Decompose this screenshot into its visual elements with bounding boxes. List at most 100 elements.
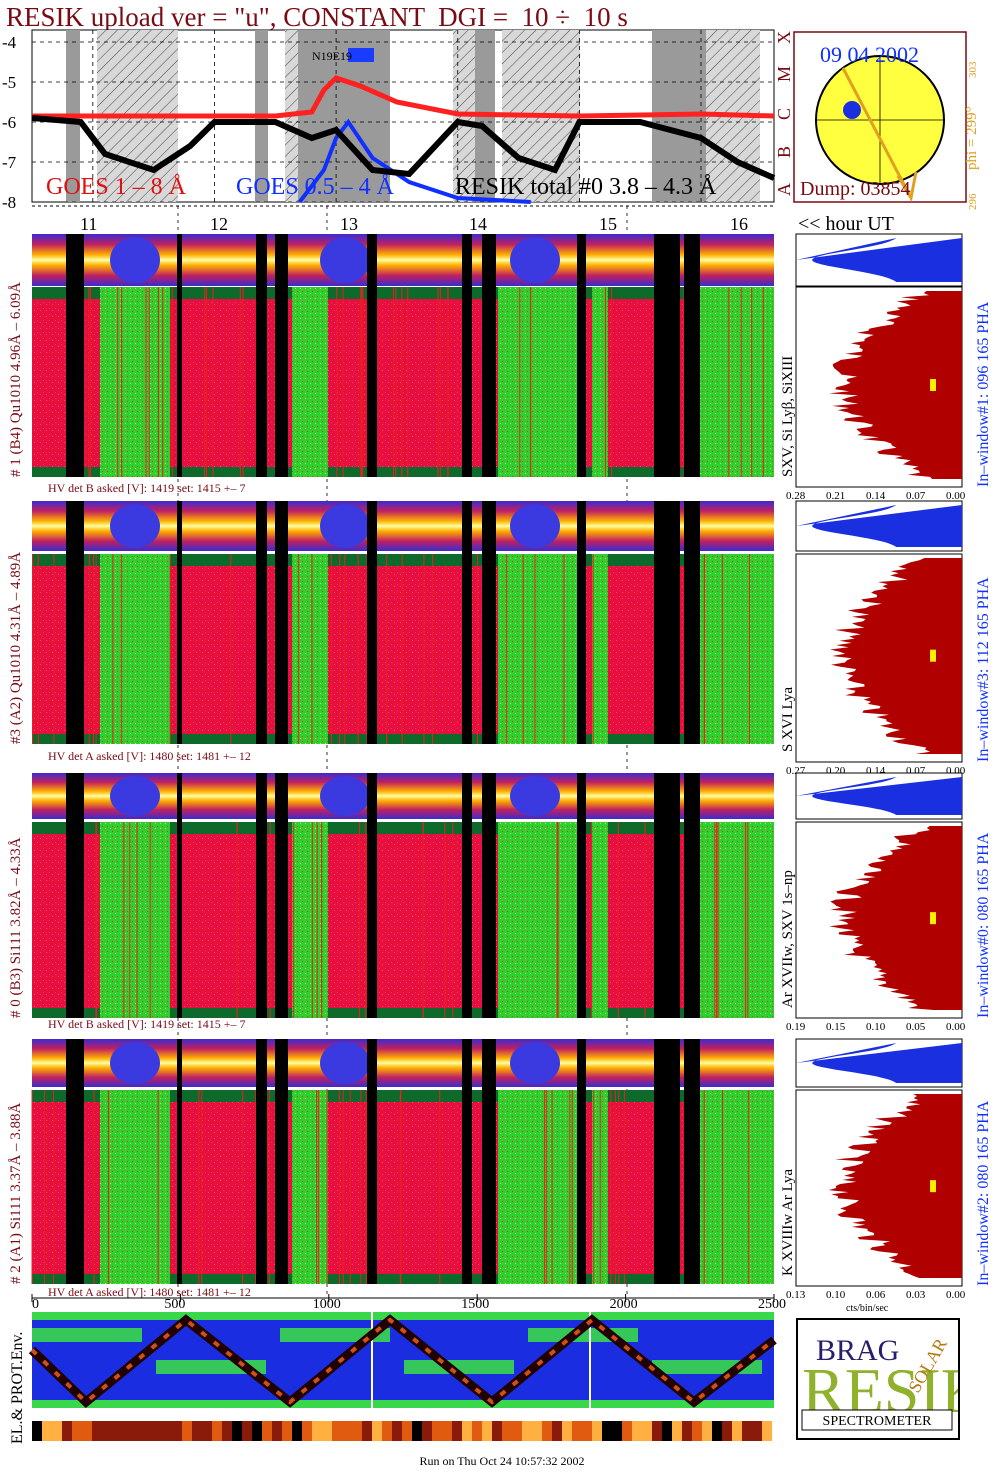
pha-tick-label: 0.00 xyxy=(946,1021,966,1033)
pha-window-marker xyxy=(930,379,936,391)
pha-unit-label: cts/bin/sec xyxy=(846,1303,889,1314)
env-strip-cell xyxy=(132,1421,142,1441)
data-gap-column xyxy=(66,234,84,477)
goes-series-2 xyxy=(31,115,776,181)
data-gap-column xyxy=(654,773,680,1018)
channel-lines-label: S XVI Lya xyxy=(780,687,796,752)
env-strip-cell xyxy=(632,1421,642,1441)
env-strip-cell xyxy=(732,1421,742,1441)
env-strip-cell xyxy=(62,1421,72,1441)
bottom-axis-tick-label: 0 xyxy=(32,1297,39,1312)
data-gap-column xyxy=(256,1039,267,1284)
env-strip-cell xyxy=(252,1421,262,1441)
env-strip-cell xyxy=(652,1421,662,1441)
pha-tick-label: 0.00 xyxy=(946,490,966,502)
data-gap-column xyxy=(482,1039,496,1284)
env-strip-cell xyxy=(742,1421,752,1441)
channel-label: # 2 (A1) Si111 3.37Å – 3.88Å xyxy=(8,1102,24,1284)
env-strip-cell xyxy=(602,1421,612,1441)
env-strip-cell xyxy=(162,1421,172,1441)
band-blue-region xyxy=(110,1042,160,1084)
env-strip-cell xyxy=(442,1421,452,1441)
band-blue-region xyxy=(510,237,560,283)
goes-ytick-label: -5 xyxy=(2,73,16,92)
logo-bottom-text: SPECTROMETER xyxy=(823,1414,933,1429)
data-gap-column xyxy=(462,1039,472,1284)
env-strip-cell xyxy=(642,1421,652,1441)
channel-hv-label: HV det A asked [V]: 1480 set: 1481 +– 12 xyxy=(48,749,251,763)
env-strip-cell xyxy=(682,1421,692,1441)
env-strip-cell xyxy=(322,1421,332,1441)
env-green-band xyxy=(32,1328,142,1342)
env-strip-cell xyxy=(352,1421,362,1441)
data-gap-column xyxy=(177,773,182,1018)
legend-goes-1-8: GOES 1 – 8 Å xyxy=(46,174,187,200)
env-strip-cell xyxy=(672,1421,682,1441)
goes-class-label: A xyxy=(774,183,794,196)
data-gap-column xyxy=(367,1039,377,1284)
spectrogram-green-column xyxy=(498,822,577,1018)
env-strip-cell xyxy=(432,1421,442,1441)
env-strip-cell xyxy=(222,1421,232,1441)
env-strip-cell xyxy=(92,1421,102,1441)
spectrogram-green-column xyxy=(100,822,170,1018)
env-strip-cell xyxy=(272,1421,282,1441)
env-strip-cell xyxy=(232,1421,242,1441)
spectrogram-green-column xyxy=(292,287,328,477)
env-strip-cell xyxy=(362,1421,372,1441)
spectrogram-green-column xyxy=(592,822,608,1018)
data-gap-column xyxy=(462,234,472,477)
env-strip-cell xyxy=(382,1421,392,1441)
logo-top-letters: BRAG xyxy=(816,1334,899,1367)
hour-tick-label: 12 xyxy=(210,214,228,234)
pha-tick-label: 0.21 xyxy=(826,490,845,502)
env-strip-cell xyxy=(32,1421,42,1441)
data-gap-column xyxy=(256,501,267,744)
flare-label: N19E19 xyxy=(312,49,352,63)
goes-class-label: C xyxy=(774,108,794,120)
env-label: EL.& PROT.Env. xyxy=(9,1332,26,1444)
env-strip-cell xyxy=(752,1421,762,1441)
channel-window-label: In–window#0: 080 165 PHA xyxy=(975,832,992,1018)
env-strip-cell xyxy=(122,1421,132,1441)
pha-histogram xyxy=(830,558,962,754)
env-strip-cell xyxy=(342,1421,352,1441)
data-gap-column xyxy=(577,501,586,744)
sun-phi-label: phi = 299° xyxy=(964,106,980,170)
data-gap-column xyxy=(482,773,496,1018)
env-strip-cell xyxy=(312,1421,322,1441)
env-strip-cell xyxy=(242,1421,252,1441)
data-gap-column xyxy=(177,501,182,744)
data-gap-column xyxy=(66,1039,84,1284)
spectrogram-green-column xyxy=(700,287,774,477)
env-strip-cell xyxy=(422,1421,432,1441)
env-strip-cell xyxy=(412,1421,422,1441)
env-strip-cell xyxy=(82,1421,92,1441)
env-strip-cell xyxy=(502,1421,512,1441)
env-strip-cell xyxy=(72,1421,82,1441)
env-strip-cell xyxy=(572,1421,582,1441)
env-strip-cell xyxy=(562,1421,572,1441)
env-strip-cell xyxy=(552,1421,562,1441)
sun-dump: Dump: 03854 xyxy=(800,178,911,200)
env-strip-cell xyxy=(192,1421,202,1441)
data-gap-column xyxy=(462,773,472,1018)
data-gap-column xyxy=(367,501,377,744)
spectrogram-green-column xyxy=(292,1090,328,1284)
hour-tick-label: 13 xyxy=(340,214,358,234)
data-gap-column xyxy=(654,1039,680,1284)
pha-tick-label: 0.19 xyxy=(786,1021,806,1033)
page-title: RESIK upload ver = "u", CONSTANT DGI = 1… xyxy=(6,2,628,32)
env-strip-cell xyxy=(472,1421,482,1441)
env-strip-cell xyxy=(142,1421,152,1441)
data-gap-column xyxy=(577,1039,586,1284)
env-strip-cell xyxy=(182,1421,192,1441)
env-strip-cell xyxy=(522,1421,532,1441)
bottom-axis-tick-label: 2000 xyxy=(610,1297,638,1312)
env-strip-cell xyxy=(112,1421,122,1441)
pha-tick-label: 0.07 xyxy=(906,490,926,502)
env-strip-cell xyxy=(282,1421,292,1441)
env-bottom-strip xyxy=(32,1400,774,1408)
spectrogram-top-edge xyxy=(32,554,774,566)
pha-tick-label: 0.05 xyxy=(906,1021,926,1033)
